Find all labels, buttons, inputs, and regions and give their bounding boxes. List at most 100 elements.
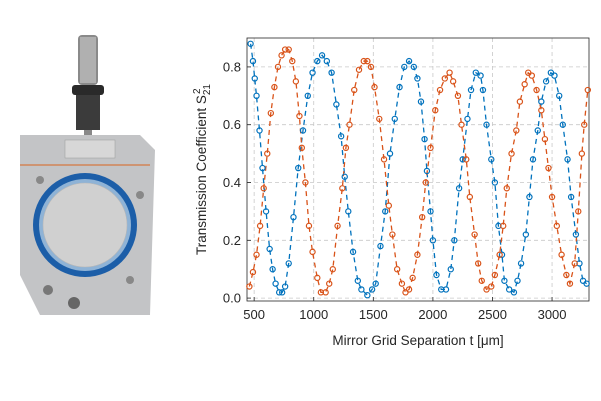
data-point-series-1 bbox=[564, 156, 571, 163]
data-point-series-1 bbox=[290, 213, 297, 221]
data-point-series-2 bbox=[528, 72, 536, 79]
data-point-series-2 bbox=[305, 222, 313, 230]
data-point-series-2 bbox=[274, 63, 282, 71]
data-point-series-1 bbox=[266, 245, 273, 253]
y-axis-label-subscript: 21 bbox=[202, 84, 213, 96]
data-point-series-1 bbox=[567, 193, 575, 201]
data-point-series-1 bbox=[259, 164, 266, 172]
data-point-series-2 bbox=[322, 289, 329, 296]
data-point-series-1 bbox=[534, 127, 541, 134]
data-point-series-2 bbox=[474, 260, 482, 267]
data-point-series-2 bbox=[260, 185, 267, 192]
data-point-series-1 bbox=[459, 156, 466, 163]
data-point-series-1 bbox=[333, 101, 340, 108]
data-point-series-1 bbox=[451, 237, 458, 244]
fit-curves bbox=[248, 43, 589, 297]
fit-line-series-2 bbox=[248, 48, 589, 294]
data-point-series-1 bbox=[386, 150, 394, 157]
x-tick-label: 2500 bbox=[478, 307, 507, 322]
y-tick-label: 0.4 bbox=[223, 175, 241, 190]
fit-line-series-1 bbox=[249, 43, 588, 297]
data-point-series-2 bbox=[409, 274, 416, 282]
data-point-series-2 bbox=[398, 280, 406, 287]
data-point-series-1 bbox=[285, 260, 292, 267]
data-point-series-2 bbox=[271, 83, 278, 91]
data-point-series-2 bbox=[441, 75, 449, 82]
transmission-chart: 500 1000 1500 2000 2500 3000 0.00.20.40.60.8 … bbox=[192, 37, 592, 348]
data-point-series-2 bbox=[267, 109, 275, 117]
x-tick-label: 1500 bbox=[359, 307, 388, 322]
data-point-series-2 bbox=[393, 266, 401, 273]
data-point-series-1 bbox=[410, 63, 418, 71]
data-point-series-2 bbox=[326, 280, 333, 287]
data-point-series-1 bbox=[372, 280, 379, 287]
data-point-series-2 bbox=[558, 251, 565, 258]
data-point-series-1 bbox=[401, 63, 408, 71]
data-point-series-1 bbox=[382, 208, 389, 215]
data-point-series-2 bbox=[503, 185, 510, 192]
data-point-series-1 bbox=[249, 57, 257, 65]
data-point-series-1 bbox=[337, 133, 345, 140]
y-tick-label: 0.8 bbox=[223, 59, 241, 74]
data-point-series-1 bbox=[295, 164, 302, 172]
data-point-series-2 bbox=[309, 248, 316, 256]
data-point-series-1 bbox=[304, 92, 311, 100]
x-tick-labels: 500 1000 1500 2000 2500 3000 bbox=[243, 297, 567, 322]
data-point-series-2 bbox=[355, 66, 363, 73]
data-point-series-1 bbox=[281, 283, 289, 290]
data-point-series-2 bbox=[563, 271, 570, 279]
data-point-series-1 bbox=[583, 280, 590, 287]
data-point-series-2 bbox=[292, 78, 300, 85]
data-point-series-1 bbox=[542, 78, 550, 85]
data-point-series-2 bbox=[446, 69, 453, 76]
data-point-series-2 bbox=[405, 286, 413, 293]
data-point-series-2 bbox=[500, 222, 507, 230]
data-point-series-2 bbox=[427, 144, 434, 152]
data-point-series-1 bbox=[318, 52, 326, 59]
data-point-series-1 bbox=[269, 266, 276, 273]
data-point-series-1 bbox=[514, 277, 521, 284]
data-point-series-2 bbox=[371, 83, 378, 91]
data-point-series-1 bbox=[349, 248, 357, 256]
data-point-series-1 bbox=[391, 115, 398, 123]
data-point-series-1 bbox=[414, 75, 421, 82]
data-point-series-2 bbox=[491, 271, 499, 279]
data-point-series-2 bbox=[289, 57, 296, 65]
data-point-series-2 bbox=[264, 150, 271, 157]
data-point-series-2 bbox=[581, 121, 588, 128]
data-point-series-2 bbox=[302, 179, 309, 186]
data-points bbox=[246, 40, 592, 299]
data-point-series-2 bbox=[346, 121, 353, 128]
data-point-series-2 bbox=[483, 286, 490, 293]
y-tick-label: 0.2 bbox=[223, 233, 241, 248]
data-point-series-2 bbox=[553, 222, 561, 230]
data-point-series-1 bbox=[377, 242, 384, 250]
data-point-series-2 bbox=[432, 107, 439, 114]
data-point-series-2 bbox=[380, 156, 388, 163]
data-point-series-1 bbox=[368, 286, 376, 293]
data-point-series-2 bbox=[339, 185, 346, 192]
data-point-series-1 bbox=[323, 57, 331, 65]
data-point-series-2 bbox=[296, 112, 303, 120]
data-point-series-1 bbox=[417, 98, 425, 105]
data-point-series-1 bbox=[256, 127, 263, 134]
data-point-series-1 bbox=[526, 193, 533, 201]
data-point-series-1 bbox=[551, 72, 558, 79]
data-point-series-2 bbox=[571, 260, 578, 267]
data-point-series-1 bbox=[314, 57, 321, 65]
data-point-series-2 bbox=[389, 231, 396, 238]
data-point-series-1 bbox=[354, 277, 362, 284]
data-point-series-1 bbox=[556, 92, 563, 100]
data-point-series-1 bbox=[442, 286, 450, 293]
data-point-series-1 bbox=[529, 156, 537, 163]
device-photo bbox=[20, 35, 155, 315]
data-point-series-1 bbox=[522, 231, 530, 238]
data-point-series-2 bbox=[513, 127, 520, 134]
grid-lines bbox=[247, 38, 589, 301]
data-point-series-1 bbox=[328, 69, 335, 76]
data-point-series-2 bbox=[314, 274, 321, 282]
x-tick-label: 3000 bbox=[538, 307, 567, 322]
data-point-series-2 bbox=[281, 46, 289, 53]
data-point-series-2 bbox=[488, 283, 495, 290]
data-point-series-1 bbox=[364, 292, 371, 299]
